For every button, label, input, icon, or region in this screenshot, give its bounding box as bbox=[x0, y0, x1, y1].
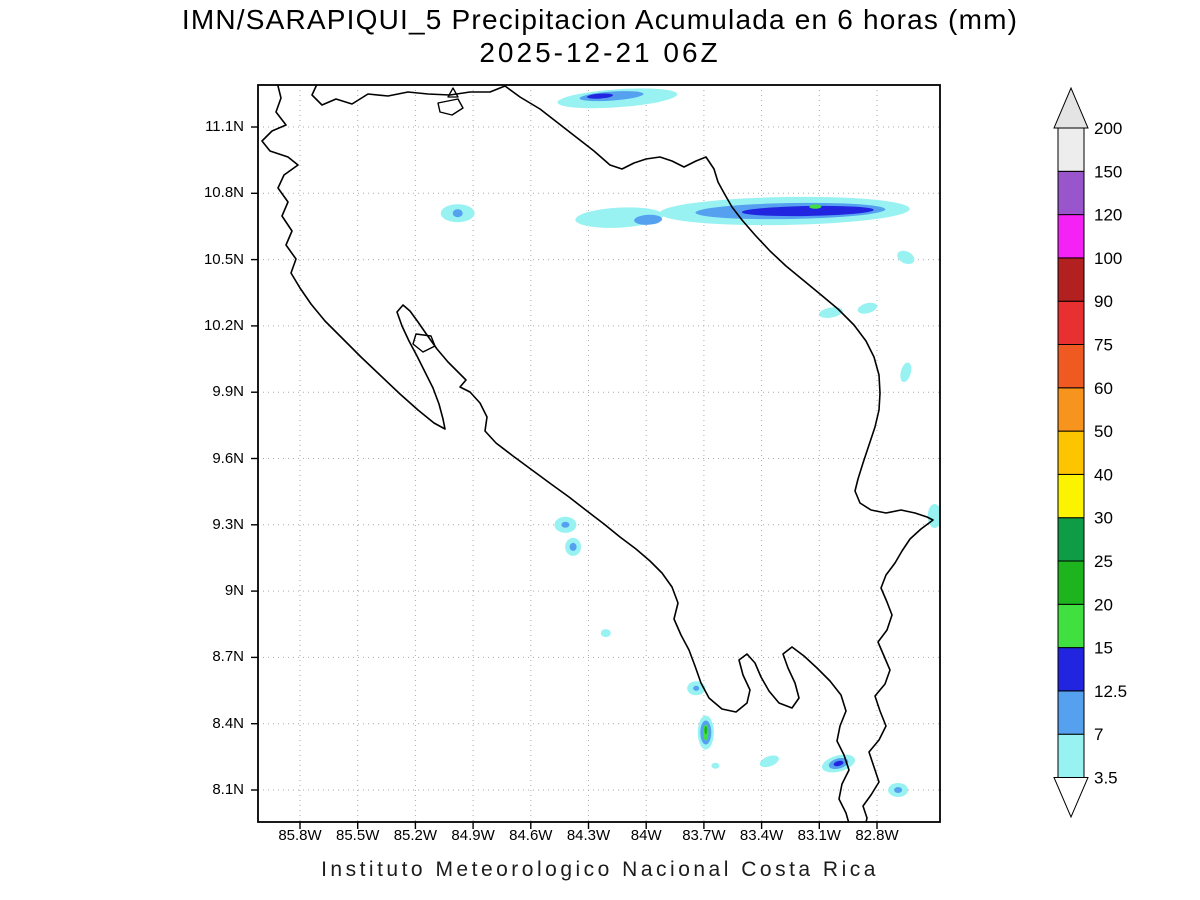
lat-label-10.5N: 10.5N bbox=[203, 250, 244, 268]
precip-caribbean-spot-4 bbox=[900, 362, 912, 383]
colorbar-segment-3.5-7 bbox=[1057, 733, 1085, 779]
precip-guanacaste-spot-core bbox=[452, 209, 463, 218]
precip-osa-spot-core bbox=[693, 685, 700, 691]
colorbar-segment-150-200 bbox=[1057, 127, 1085, 172]
precip-south-edge-spot-core bbox=[894, 787, 903, 793]
lon-label-83.1W: 83.1W bbox=[797, 827, 841, 844]
colorbar-label-100: 100 bbox=[1094, 249, 1122, 268]
lon-label-85.2W: 85.2W bbox=[393, 827, 438, 844]
lat-label-9.9N: 9.9N bbox=[212, 383, 244, 401]
colorbar-label-30: 30 bbox=[1094, 509, 1113, 528]
colorbar-segment-20-25 bbox=[1057, 560, 1085, 605]
precip-north-edge-streak-inner bbox=[587, 93, 613, 99]
lon-label-85.8W: 85.8W bbox=[278, 827, 322, 844]
lat-label-9N: 9N bbox=[224, 582, 244, 600]
precip-central-pacific-spot-1-core bbox=[561, 521, 570, 528]
colorbar-segment-30-40 bbox=[1057, 473, 1085, 519]
coastline-path bbox=[261, 85, 934, 822]
colorbar-label-150: 150 bbox=[1094, 162, 1122, 181]
axis-ticks bbox=[251, 126, 878, 829]
lon-label-83.4W: 83.4W bbox=[739, 827, 784, 844]
lat-label-8.1N: 8.1N bbox=[212, 781, 244, 798]
coastline-clip-wrap bbox=[261, 85, 934, 822]
precip-central-pacific-spot-2-core bbox=[569, 542, 577, 551]
precip-caribbean-spot-1 bbox=[897, 250, 915, 265]
colorbar-label-7: 7 bbox=[1094, 725, 1103, 744]
lon-label-82.8W: 82.8W bbox=[855, 827, 899, 844]
colorbar-label-3.5: 3.5 bbox=[1094, 769, 1118, 788]
colorbar-label-90: 90 bbox=[1094, 292, 1113, 311]
lat-label-9.3N: 9.3N bbox=[212, 515, 244, 533]
lat-label-9.6N: 9.6N bbox=[212, 449, 244, 467]
longitude-axis: 85.8W 85.5W 85.2W 84.9W 84.6W 84.3W 84W 83.7W 83… bbox=[250, 827, 950, 849]
lon-label-83.7W: 83.7W bbox=[682, 827, 726, 844]
plot-border bbox=[257, 84, 941, 823]
colorbar-label-50: 50 bbox=[1094, 422, 1113, 441]
colorbar-segment-75-90 bbox=[1057, 300, 1085, 345]
lat-label-8.4N: 8.4N bbox=[212, 714, 244, 732]
lat-label-11.1N: 11.1N bbox=[205, 118, 244, 135]
costa-rica-coastline bbox=[261, 85, 934, 822]
colorbar-segment-7-12.5 bbox=[1057, 690, 1085, 735]
precip-caribbean-spot-3 bbox=[857, 302, 878, 314]
colorbar-segment-40-50 bbox=[1057, 430, 1085, 475]
precipitation-shading bbox=[440, 88, 940, 797]
colorbar-segment-15-20 bbox=[1057, 603, 1085, 649]
lon-label-84W: 84W bbox=[630, 827, 662, 844]
precip-golfito-cell-peak bbox=[704, 726, 708, 735]
colorbar-label-200: 200 bbox=[1094, 119, 1122, 138]
precip-north-band-green-speck bbox=[809, 204, 822, 209]
precip-north-band-main-inner bbox=[741, 205, 874, 217]
map-plot bbox=[251, 84, 941, 829]
lon-label-84.6W: 84.6W bbox=[509, 827, 553, 844]
colorbar-segment-25-30 bbox=[1057, 517, 1085, 562]
lat-label-8.7N: 8.7N bbox=[212, 648, 244, 666]
colorbar: 200 150 120 100 90 75 60 50 40 30 25 20 15 12.5 7 3.5 bbox=[1053, 86, 1127, 819]
precip-south-spot-2 bbox=[759, 755, 779, 768]
colorbar-segment-90-100 bbox=[1057, 257, 1085, 302]
lat-label-10.2N: 10.2N bbox=[203, 316, 244, 334]
lat-label-10.8N: 10.8N bbox=[203, 184, 244, 202]
colorbar-under-arrow bbox=[1053, 777, 1089, 819]
latitude-axis: 11.1N 10.8N 10.5N 10.2N 9.9N 9.6N 9.3N 9N 8.7N 8.… bbox=[180, 80, 244, 840]
colorbar-label-120: 120 bbox=[1094, 206, 1122, 225]
plot-title: IMN/SARAPIQUI_5 Precipitacion Acumulada … bbox=[0, 4, 1200, 69]
colorbar-segment-50-60 bbox=[1057, 387, 1085, 432]
lon-label-84.9W: 84.9W bbox=[451, 827, 495, 844]
precip-south-dot-1 bbox=[711, 762, 720, 769]
lon-label-85.5W: 85.5W bbox=[336, 827, 380, 844]
precip-pacific-dot bbox=[600, 629, 611, 638]
colorbar-over-arrow bbox=[1053, 86, 1089, 129]
colorbar-label-60: 60 bbox=[1094, 379, 1113, 398]
precip-caribbean-spot-2 bbox=[818, 307, 843, 318]
lake-outline bbox=[437, 98, 464, 116]
map-triangle-symbol bbox=[447, 87, 459, 98]
precip-north-band-west-core bbox=[634, 214, 663, 225]
colorbar-label-20: 20 bbox=[1094, 595, 1113, 614]
grid-lines bbox=[258, 85, 940, 822]
footer-caption: Instituto Meteorologico Nacional Costa R… bbox=[321, 858, 879, 881]
colorbar-label-15: 15 bbox=[1094, 639, 1113, 658]
plot-title-line1: IMN/SARAPIQUI_5 Precipitacion Acumulada … bbox=[181, 4, 1019, 35]
colorbar-label-40: 40 bbox=[1094, 465, 1113, 484]
colorbar-segment-60-75 bbox=[1057, 344, 1085, 389]
lon-label-84.3W: 84.3W bbox=[566, 827, 611, 844]
colorbar-label-25: 25 bbox=[1094, 552, 1113, 571]
colorbar-label-12.5: 12.5 bbox=[1094, 682, 1127, 701]
colorbar-label-75: 75 bbox=[1094, 336, 1113, 355]
plot-title-line2: 2025-12-21 06Z bbox=[479, 37, 721, 68]
colorbar-segment-120-150 bbox=[1057, 170, 1085, 216]
colorbar-segment-100-120 bbox=[1057, 214, 1085, 259]
precip-south-band-inner bbox=[833, 760, 844, 767]
colorbar-segment-12.5-15 bbox=[1057, 647, 1085, 692]
island-outline bbox=[412, 333, 436, 353]
